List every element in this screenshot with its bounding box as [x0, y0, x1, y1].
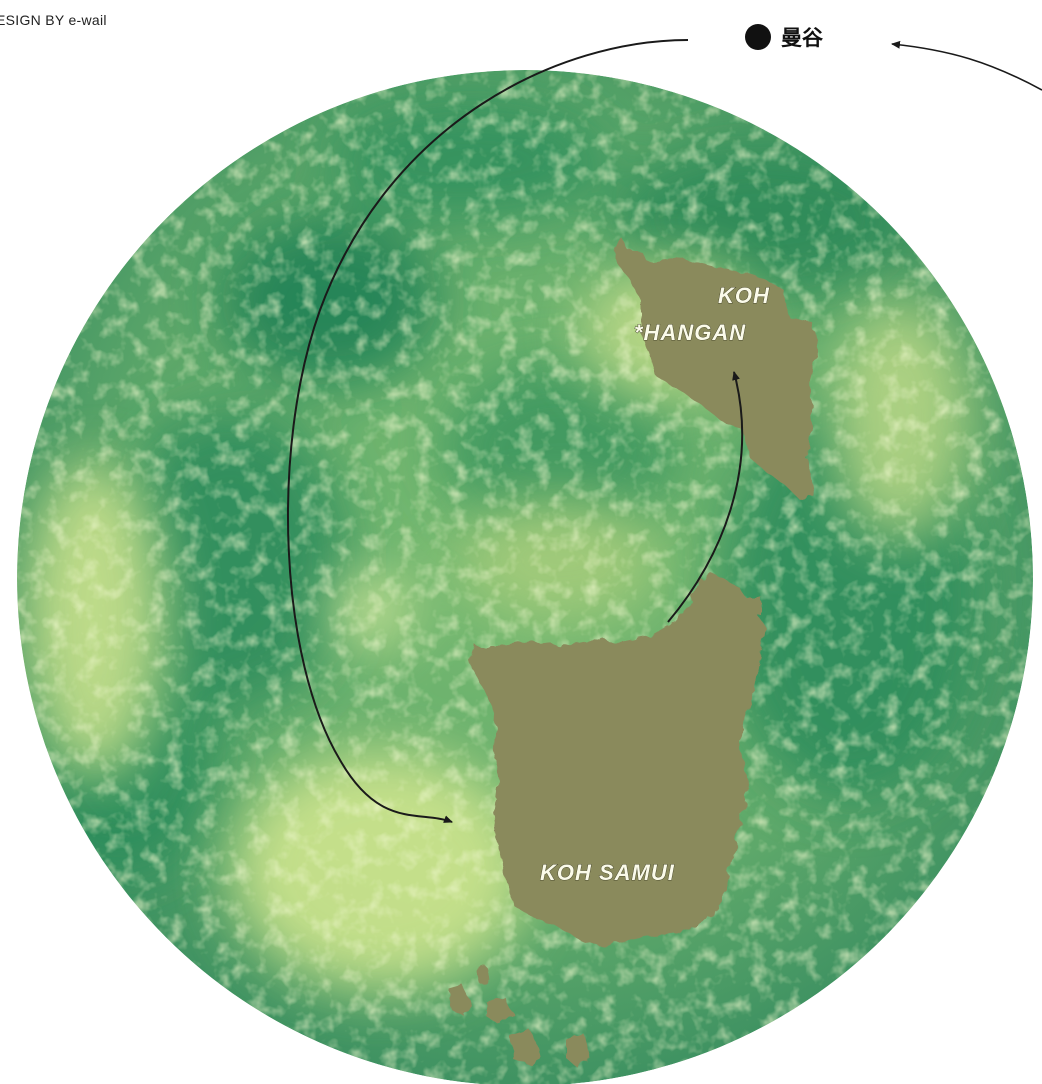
route-from-east [891, 40, 1042, 91]
route-to-samui [287, 39, 689, 823]
bangkok-marker: 曼谷 [745, 22, 823, 52]
southern-islets [448, 966, 590, 1068]
city-dot-icon [745, 24, 771, 50]
koh-samui-island [470, 572, 766, 946]
koh-phangan-island [612, 238, 818, 500]
koh-phangan-label-line1: KOH [718, 283, 770, 308]
koh-samui-label: KOH SAMUI [540, 860, 675, 885]
design-credit: ESIGN BY e-wail [0, 12, 107, 28]
route-samui-to-phangan [667, 371, 744, 623]
city-label: 曼谷 [781, 26, 823, 50]
moon-disc [17, 70, 1033, 1084]
koh-phangan-label-line2: *HANGAN [634, 320, 746, 345]
